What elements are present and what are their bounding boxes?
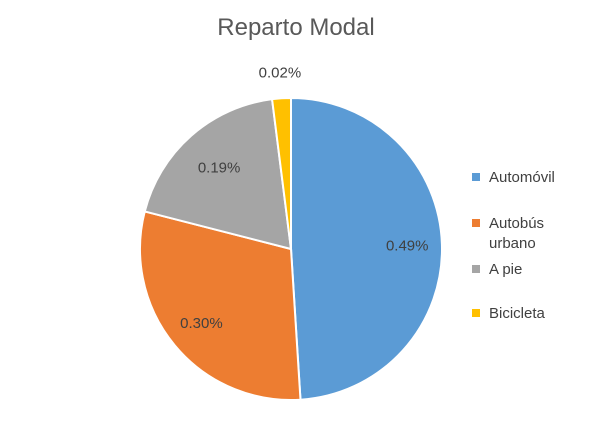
legend-label: Autobús urbano [489, 215, 545, 252]
legend-swatch [472, 265, 480, 273]
legend-swatch [472, 219, 480, 227]
data-label-automovil: 0.49% [386, 237, 429, 254]
data-label-a-pie: 0.19% [198, 159, 241, 176]
pie-slice-automovil [290, 96, 443, 401]
chart-title: Reparto Modal [217, 14, 375, 41]
legend-label: Automóvil [489, 169, 555, 186]
pie-slice-bicicleta [270, 96, 292, 250]
legend-label: Bicicleta [489, 305, 545, 322]
legend-swatch [472, 309, 480, 317]
pie-slice-autobus-urbano [139, 210, 302, 401]
data-label-bicicleta: 0.02% [259, 65, 302, 82]
legend-label: A pie [489, 261, 523, 278]
data-label-autobus-urbano: 0.30% [180, 315, 223, 332]
legend-swatch [472, 173, 480, 181]
pie-slice-a-pie [143, 98, 293, 251]
